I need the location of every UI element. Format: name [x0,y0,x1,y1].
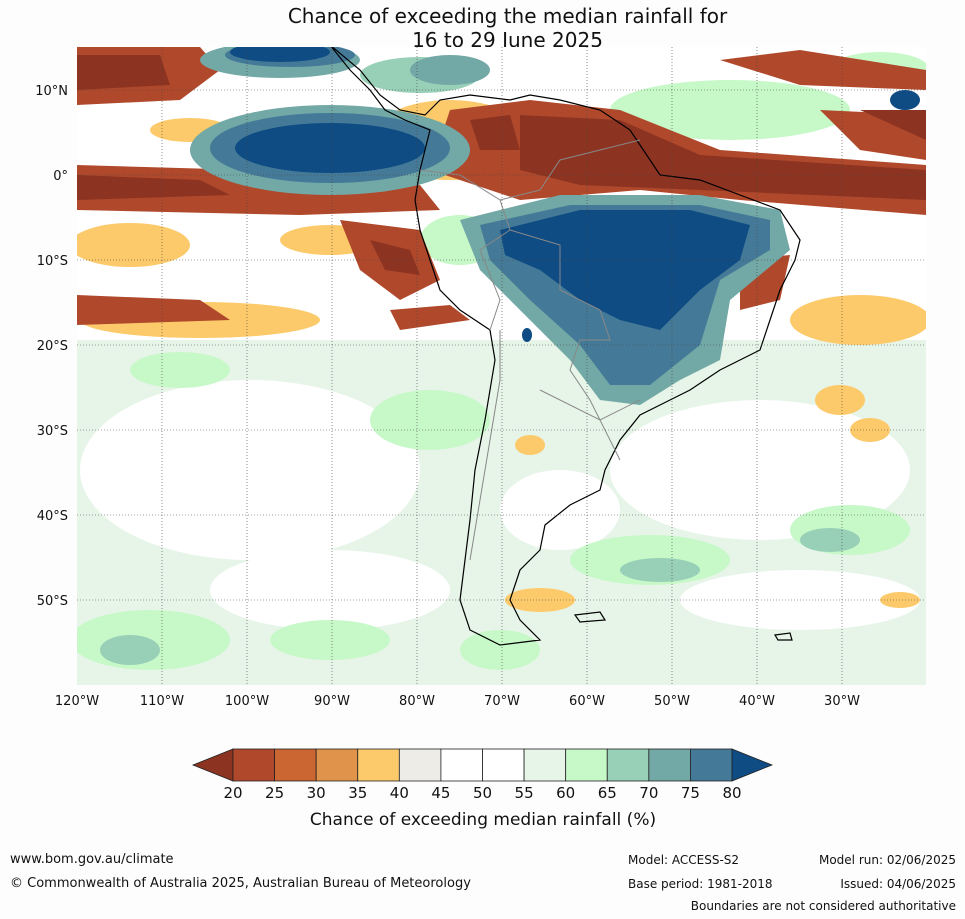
lat-tick: 30°S [37,424,68,439]
graticule [77,47,926,685]
colorbar-tick-label: 55 [515,784,534,802]
lon-tick: 110°W [140,694,184,709]
colorbar-bin [274,748,317,782]
lon-tick: 30°W [824,694,860,709]
colorbar-tick-label: 25 [265,784,284,802]
colorbar-extend-low [191,748,234,782]
lat-axis: 10°N 0° 10°S 20°S 30°S 40°S 50°S [35,84,68,609]
colorbar-bin [523,748,567,782]
colorbar-tick-label: 50 [473,784,492,802]
lon-tick: 70°W [484,694,520,709]
footer-model-run: Model run: 02/06/2025 [818,853,956,867]
colorbar-tick-label: 70 [639,784,658,802]
colorbar: 20 25 30 35 40 45 50 55 60 65 70 75 80 [191,748,774,802]
lat-tick: 20°S [37,339,68,354]
lon-tick: 90°W [314,694,350,709]
footer-base-period: Base period: 1981-2018 [628,877,773,891]
colorbar-tick-label: 30 [307,784,326,802]
colorbar-bin [232,748,275,782]
field-dark-brown [77,55,926,275]
lon-tick: 50°W [654,694,690,709]
colorbar-title: Chance of exceeding median rainfall (%) [310,810,656,830]
colorbar-tick-label: 60 [556,784,575,802]
colorbar-bin [690,748,733,782]
colorbar-bin [482,748,525,782]
coastlines [330,47,801,646]
footer-model: Model: ACCESS-S2 [628,853,740,867]
colorbar-bin [648,748,691,782]
colorbar-bin [606,748,650,782]
lon-tick: 80°W [399,694,435,709]
chart-title: Chance of exceeding the median rainfall … [0,4,965,52]
title-line-1: Chance of exceeding the median rainfall … [287,4,728,28]
colorbar-bin [357,748,400,782]
lat-tick: 10°S [37,254,68,269]
field-blue-dark [230,47,920,342]
colorbar-bin [565,748,608,782]
colorbar-tick-label: 40 [390,784,409,802]
lat-tick: 0° [53,169,68,184]
colorbar-tick-label: 20 [223,784,242,802]
colorbar-tick-label: 35 [348,784,367,802]
colorbar-extend-high [731,748,774,782]
colorbar-tick-label: 65 [598,784,617,802]
lon-tick: 100°W [225,694,269,709]
lat-tick: 40°S [37,509,68,524]
colorbar-tick-label: 75 [681,784,700,802]
lon-axis: 120°W 110°W 100°W 90°W 80°W 70°W 60°W 50… [55,694,860,709]
lat-tick: 10°N [35,84,68,99]
colorbar-bin [398,748,442,782]
footer-copyright: © Commonwealth of Australia 2025, Austra… [10,876,471,891]
colorbar-bin [315,748,359,782]
lat-tick: 50°S [37,594,68,609]
map-panel [77,47,926,685]
colorbar-tick-label: 45 [431,784,450,802]
colorbar-tick-label: 80 [722,784,741,802]
lon-tick: 40°W [739,694,775,709]
footer-url: www.bom.gov.au/climate [10,852,174,867]
colorbar-bin [440,748,483,782]
lon-tick: 60°W [569,694,605,709]
footer-boundaries: Boundaries are not considered authoritat… [690,899,956,913]
lon-tick: 120°W [55,694,99,709]
footer-issued: Issued: 04/06/2025 [840,877,956,891]
